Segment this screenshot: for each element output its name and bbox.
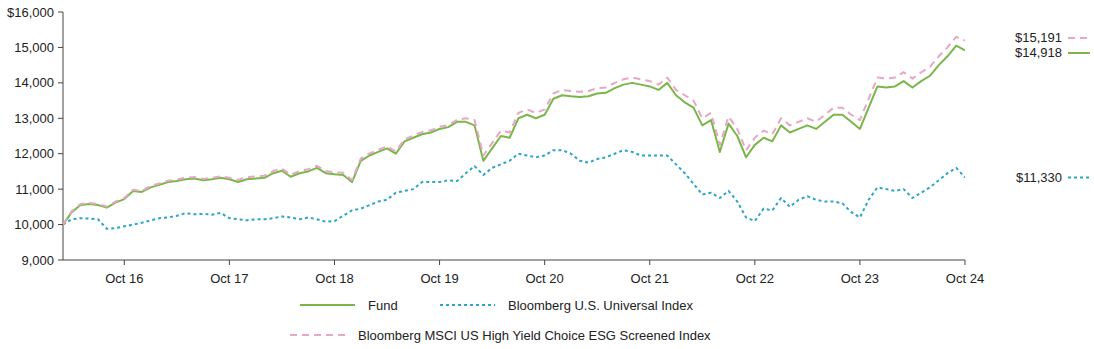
- chart: 9,000 10,000 11,000 12,000 13,000 14,000 15,00…: [0, 0, 1094, 349]
- x-tick-label: Oct 24: [946, 271, 984, 286]
- y-tick-label: $16,000: [7, 5, 54, 20]
- x-tick: [334, 260, 335, 265]
- x-tick-label: Oct 18: [315, 271, 353, 286]
- y-tick-label: 10,000: [14, 217, 54, 232]
- x-tick: [859, 260, 860, 265]
- y-tick: [58, 82, 63, 83]
- x-tick-label: Oct 16: [105, 271, 143, 286]
- x-tick-label: Oct 23: [841, 271, 879, 286]
- x-tick: [965, 260, 966, 265]
- x-tick: [439, 260, 440, 265]
- legend-key: [300, 304, 355, 306]
- x-tick-label: Oct 20: [526, 271, 564, 286]
- y-tick-label: 15,000: [14, 40, 54, 55]
- y-tick: [58, 224, 63, 225]
- y-tick: [58, 189, 63, 190]
- y-tick-label: 13,000: [14, 111, 54, 126]
- series-line: [63, 150, 965, 229]
- x-tick-label: Oct 17: [210, 271, 248, 286]
- x-tick-label: Oct 22: [736, 271, 774, 286]
- x-tick: [229, 260, 230, 265]
- end-label: $15,191: [1015, 30, 1062, 45]
- legend-key: [440, 304, 495, 306]
- y-tick-label: 11,000: [15, 182, 54, 197]
- y-tick-label: 9,000: [21, 253, 54, 268]
- end-label-key: [1068, 52, 1090, 54]
- legend-label: Bloomberg U.S. Universal Index: [508, 298, 693, 313]
- x-tick-label: Oct 21: [631, 271, 669, 286]
- x-tick-label: Oct 19: [420, 271, 458, 286]
- y-tick-label: 12,000: [14, 146, 54, 161]
- end-label: $14,918: [1015, 45, 1062, 60]
- y-tick: [58, 47, 63, 48]
- y-tick: [58, 118, 63, 119]
- x-tick: [124, 260, 125, 265]
- legend-key: [290, 334, 345, 336]
- end-label-key: [1068, 37, 1090, 39]
- lines: [63, 37, 965, 229]
- legend-label: Bloomberg MSCI US High Yield Choice ESG …: [358, 328, 711, 343]
- y-tick-label: 14,000: [14, 75, 54, 90]
- series-line: [63, 46, 965, 225]
- end-label-key: [1068, 176, 1090, 178]
- x-tick: [544, 260, 545, 265]
- end-label: $11,330: [1016, 170, 1062, 185]
- x-tick: [649, 260, 650, 265]
- x-axis: [63, 260, 965, 261]
- x-tick: [754, 260, 755, 265]
- series-line: [63, 37, 965, 225]
- y-tick: [58, 260, 63, 261]
- legend-label: Fund: [368, 298, 398, 313]
- y-tick: [58, 153, 63, 154]
- y-tick: [58, 12, 63, 13]
